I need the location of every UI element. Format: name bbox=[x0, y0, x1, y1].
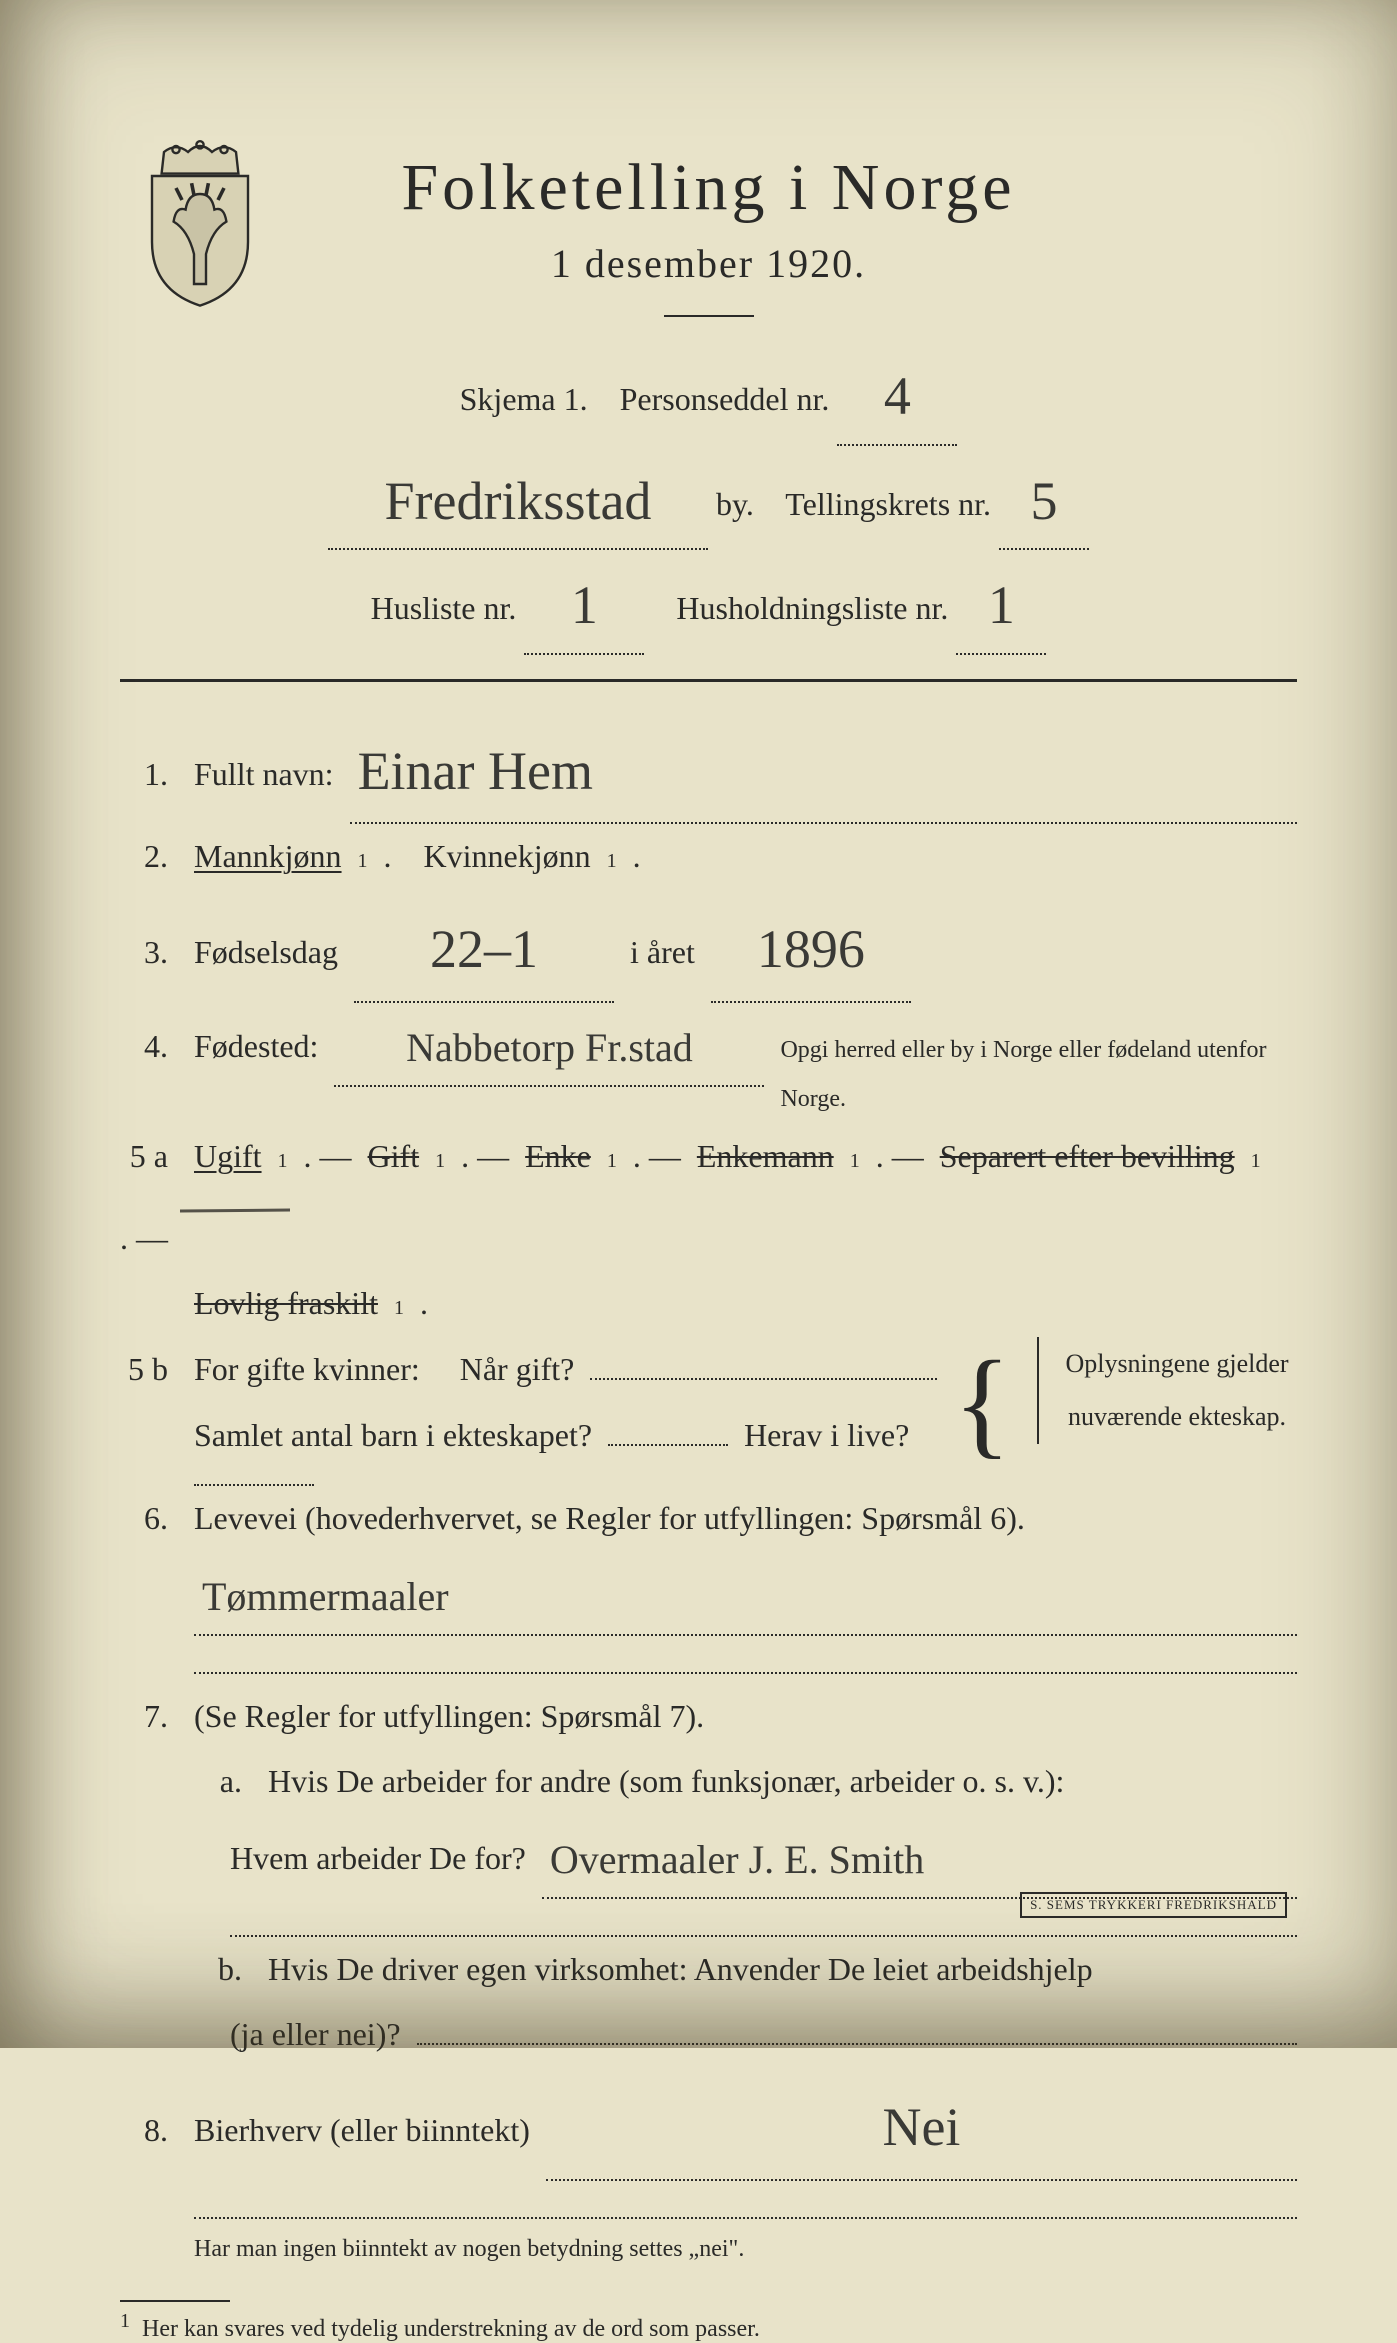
q8-blank2 bbox=[194, 2181, 1297, 2219]
footnote-marker: 1 bbox=[120, 2310, 130, 2332]
q3-year: 1896 bbox=[757, 894, 865, 1005]
q3-day: 22–1 bbox=[430, 894, 538, 1005]
by-name: Fredriksstad bbox=[384, 450, 651, 553]
q7a-num: a. bbox=[194, 1749, 252, 1815]
q5b-when: Når gift? bbox=[460, 1337, 575, 1403]
title-rule bbox=[664, 315, 754, 317]
q7b-label1: Hvis De driver egen virksomhet: Anvender… bbox=[268, 1937, 1093, 2003]
q8-value: Nei bbox=[882, 2072, 960, 2183]
schema-label: Skjema 1. bbox=[460, 381, 588, 417]
q7a-value: Overmaaler J. E. Smith bbox=[550, 1819, 924, 1901]
q6-label: Levevei (hovederhvervet, se Regler for u… bbox=[194, 1486, 1025, 1552]
q5b-sidenote: Oplysningene gjelder nuværende ekteskap. bbox=[1037, 1337, 1297, 1444]
q2-mann: Mannkjønn bbox=[194, 824, 342, 890]
q4-num: 4. bbox=[120, 1014, 178, 1080]
q5b-alive: Herav i live? bbox=[744, 1403, 909, 1469]
q8-num: 8. bbox=[120, 2098, 178, 2164]
q7b-blank bbox=[417, 2007, 1297, 2045]
q4-value: Nabbetorp Fr.stad bbox=[406, 1007, 693, 1089]
q3-num: 3. bbox=[120, 920, 178, 986]
coat-of-arms-icon bbox=[140, 140, 260, 310]
q1-value: Einar Hem bbox=[358, 716, 593, 827]
q7b-label2: (ja eller nei)? bbox=[230, 2002, 401, 2068]
q2-sup2: 1 bbox=[607, 841, 617, 882]
q4-label: Fødested: bbox=[194, 1014, 318, 1080]
husholdningsliste-nr: 1 bbox=[988, 554, 1015, 657]
tellingskrets-label: Tellingskrets nr. bbox=[785, 486, 991, 522]
q5b-alive-blank bbox=[194, 1484, 314, 1486]
brace-icon: { bbox=[953, 1367, 1011, 1439]
footnote-text: Her kan svares ved tydelig understreknin… bbox=[142, 2316, 760, 2342]
q5b-num: 5 b bbox=[120, 1337, 178, 1403]
q7a-label2: Hvem arbeider De for? bbox=[230, 1826, 526, 1892]
q3-label-day: Fødselsdag bbox=[194, 920, 338, 986]
q7-num: 7. bbox=[120, 1684, 178, 1750]
main-title: Folketelling i Norge bbox=[120, 150, 1297, 226]
husholdningsliste-label: Husholdningsliste nr. bbox=[676, 590, 948, 626]
q2-num: 2. bbox=[120, 824, 178, 890]
footnote-rule bbox=[120, 2300, 230, 2302]
personseddel-label: Personseddel nr. bbox=[620, 381, 830, 417]
q3-label-year: i året bbox=[630, 920, 695, 986]
sub-title: 1 desember 1920. bbox=[120, 240, 1297, 287]
printer-mark: S. SEMS TRYKKERI FREDRIKSHALD bbox=[1020, 1892, 1287, 1918]
q8-hint: Har man ingen biinntekt av nogen betydni… bbox=[194, 2225, 744, 2274]
q5a-enkemann: Enkemann bbox=[697, 1124, 834, 1190]
q8-label: Bierhverv (eller biinntekt) bbox=[194, 2098, 530, 2164]
q5b-when-blank bbox=[590, 1342, 937, 1380]
by-suffix: by. bbox=[716, 486, 754, 522]
q6-blank2 bbox=[194, 1636, 1297, 1674]
q1-label: Fullt navn: bbox=[194, 742, 334, 808]
q5a-fraskilt: Lovlig fraskilt bbox=[194, 1271, 378, 1337]
husliste-nr: 1 bbox=[571, 554, 598, 657]
q4-hint: Opgi herred eller by i Norge eller fødel… bbox=[780, 1026, 1297, 1124]
q5b-children: Samlet antal barn i ekteskapet? bbox=[194, 1403, 592, 1469]
q1-num: 1. bbox=[120, 742, 178, 808]
q6-num: 6. bbox=[120, 1486, 178, 1552]
q5a-separert: Separert efter bevilling bbox=[940, 1124, 1235, 1190]
q5b-children-blank bbox=[608, 1444, 728, 1446]
q7-label: (Se Regler for utfyllingen: Spørsmål 7). bbox=[194, 1684, 704, 1750]
q2-kvinne: Kvinnekjønn bbox=[424, 824, 591, 890]
q5a-num: 5 a bbox=[120, 1124, 178, 1190]
q5a-gift: Gift bbox=[368, 1124, 420, 1190]
q5a-enke: Enke bbox=[525, 1124, 591, 1190]
personseddel-nr: 4 bbox=[884, 345, 911, 448]
q5b-intro: For gifte kvinner: bbox=[194, 1337, 420, 1403]
q7a-label1: Hvis De arbeider for andre (som funksjon… bbox=[268, 1749, 1064, 1815]
q2-sup1: 1 bbox=[358, 841, 368, 882]
q6-value: Tømmermaaler bbox=[202, 1556, 449, 1638]
q5a-ugift: Ugift bbox=[194, 1124, 262, 1190]
header-rule bbox=[120, 679, 1297, 682]
husliste-label: Husliste nr. bbox=[371, 590, 517, 626]
q7b-num: b. bbox=[194, 1937, 252, 2003]
tellingskrets-nr: 5 bbox=[1031, 450, 1058, 553]
